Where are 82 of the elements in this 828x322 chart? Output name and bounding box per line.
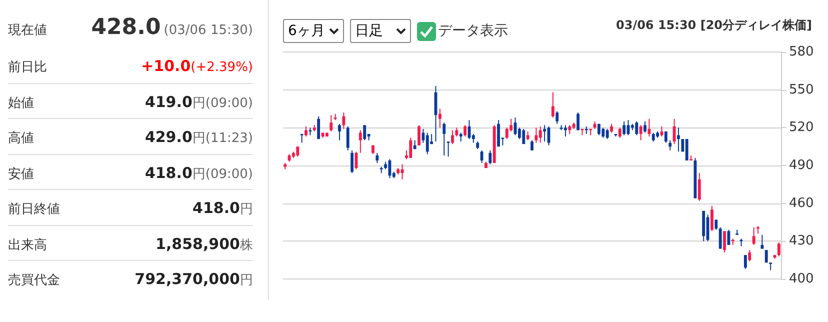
candlestick — [644, 120, 646, 134]
candlestick — [635, 120, 638, 136]
y-tick-label: 490 — [789, 158, 814, 173]
candlestick — [639, 124, 642, 141]
candlestick — [543, 124, 546, 142]
candlestick — [602, 127, 605, 138]
candlestick — [748, 249, 752, 262]
candlestick — [606, 128, 609, 140]
y-tick-label: 460 — [789, 196, 814, 211]
text: 418.0円 — [192, 199, 253, 217]
candlestick — [718, 226, 722, 250]
candlestick — [556, 110, 559, 124]
candlestick — [576, 112, 580, 131]
category-label: 前日終値 — [8, 201, 60, 219]
candlestick — [727, 229, 730, 246]
candlestick — [446, 141, 450, 158]
candlestick — [442, 122, 446, 156]
category-label: 安値 — [8, 166, 34, 184]
text: 428.0(03/06 15:30) — [91, 15, 253, 40]
candlestick — [522, 128, 526, 145]
candlestick — [777, 242, 780, 257]
candlestick — [538, 126, 542, 144]
text: 792,370,000円 — [134, 270, 253, 288]
candlestick — [317, 116, 320, 140]
candlestick — [698, 172, 701, 202]
candlestick — [505, 127, 508, 140]
candlestick — [672, 118, 676, 145]
candlestick — [618, 127, 622, 138]
y-tick-label: 400 — [789, 272, 814, 286]
candlestick — [409, 137, 412, 158]
candlestick — [330, 114, 333, 132]
candlestick — [752, 226, 756, 246]
y-tick-label: 580 — [789, 44, 814, 60]
candlestick — [564, 124, 567, 137]
candlestick — [760, 234, 764, 250]
candlestick — [342, 112, 346, 130]
candlestick — [744, 254, 747, 270]
candlestick — [388, 158, 392, 179]
text: 1,858,900株 — [156, 234, 253, 252]
candlestick — [451, 130, 454, 145]
candlestick — [418, 124, 420, 146]
y-tick-label: 430 — [789, 234, 814, 249]
candlestick — [376, 152, 379, 164]
dropdown-field: 日足 — [350, 19, 411, 43]
candlestick — [622, 120, 626, 136]
candlestick — [350, 150, 354, 174]
candlestick — [685, 138, 688, 161]
category-label: 前日比 — [8, 59, 47, 77]
candlestick — [346, 126, 350, 151]
text: +10.0(+2.39%) — [141, 57, 253, 75]
candlestick — [363, 124, 366, 141]
y-tick-label: 520 — [789, 120, 814, 136]
candlestick — [358, 130, 362, 154]
category-label: 売買代金 — [8, 272, 60, 290]
candlestick — [438, 108, 442, 128]
candlestick — [338, 123, 341, 141]
candlestick — [530, 140, 534, 151]
candlestick — [677, 127, 680, 152]
category-label: 出来高 — [8, 236, 47, 254]
category-label: 高値 — [8, 130, 34, 148]
chart-title: 03/06 15:30 [20分ディレイ株価] — [616, 18, 812, 32]
candlestick — [723, 230, 726, 254]
candlestick — [551, 92, 554, 118]
candlestick — [304, 126, 308, 137]
y-tick-label: 550 — [789, 82, 814, 98]
candlestick — [668, 140, 672, 151]
text: データ表示 — [438, 22, 508, 40]
candlestick — [296, 146, 300, 158]
category-label: 現在値 — [8, 22, 47, 40]
candlestick — [497, 120, 500, 148]
dropdown-field: 6ヶ月 — [283, 19, 344, 43]
candlestick — [426, 132, 429, 155]
text: 419.0円(09:00) — [144, 92, 253, 110]
candlestick — [648, 118, 651, 137]
candlestick — [534, 127, 538, 144]
candlestick — [488, 150, 492, 165]
candlestick — [464, 124, 467, 137]
text: 418.0円(09:00) — [144, 164, 253, 182]
category-label: 始値 — [8, 94, 34, 112]
text: 429.0円(11:23) — [144, 128, 253, 146]
candlestick — [714, 219, 718, 230]
candlestick — [710, 205, 714, 232]
